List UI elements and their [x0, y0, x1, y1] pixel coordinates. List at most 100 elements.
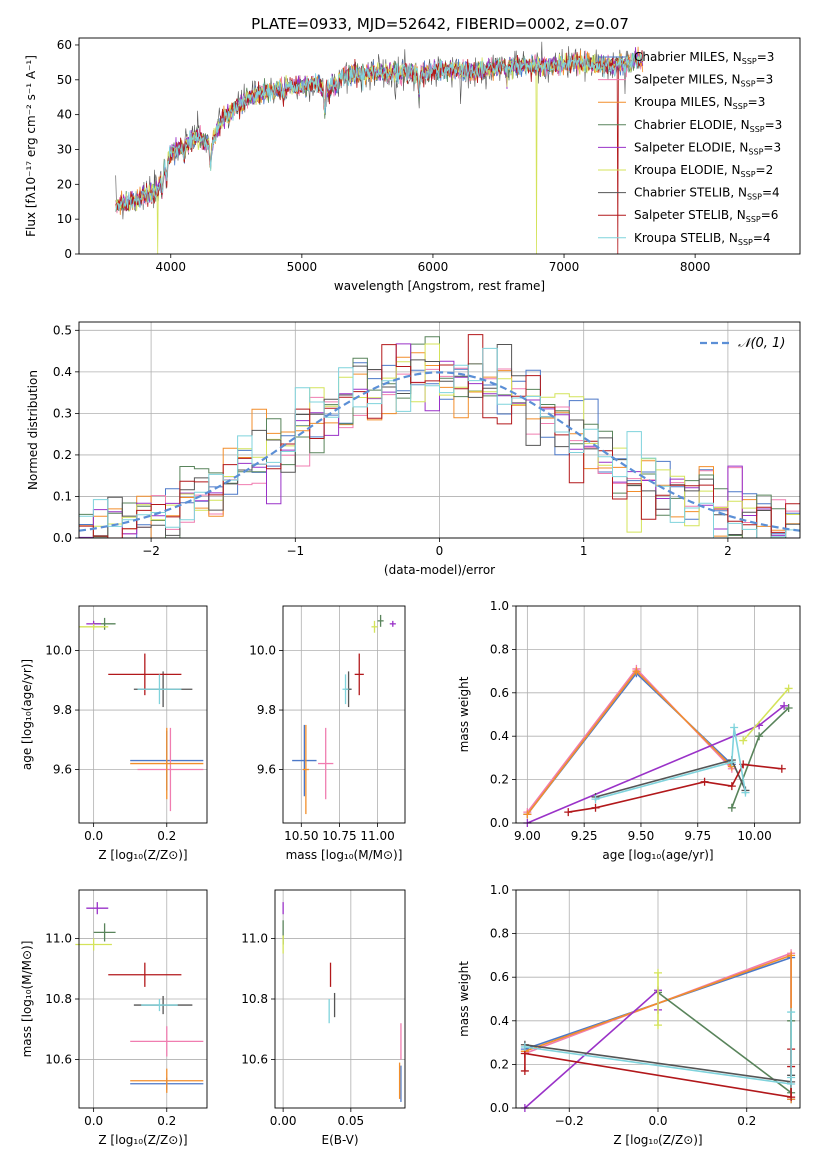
massweight_vs_age-axes: 9.00 9.25 9.50 9.75 10.00 0.0 0.2 0.4 0.6 0.8 1.0 a… [457, 599, 800, 862]
weight-marker [730, 723, 739, 732]
x-axis-label: Z [log₁₀(Z/Z⊙)] [98, 848, 187, 862]
age_vs_Z-frame [78, 605, 208, 824]
panels: 4000 5000 6000 7000 80000102030405060wavelen… [20, 37, 801, 1147]
residuals-plot [79, 334, 800, 538]
y-tick-label: 11.0 [241, 931, 268, 945]
weight-line [731, 707, 790, 809]
legend-label: Chabrier MILES, NSSP=3 [634, 50, 774, 66]
x-tick-label: 0 [436, 544, 444, 558]
x-tick-label: 7000 [549, 260, 580, 274]
y-tick-label: 0.2 [490, 773, 509, 787]
weight-marker [784, 703, 793, 712]
y-tick-label: 10.6 [45, 1053, 72, 1067]
legend-label: Kroupa STELIB, NSSP=4 [634, 231, 771, 247]
x-tick-label: 6000 [418, 260, 449, 274]
x-tick-label: 10.75 [322, 829, 356, 843]
x-tick-label: 5000 [287, 260, 318, 274]
y-tick-label: 1.0 [490, 883, 509, 897]
spectrum-line [115, 52, 644, 212]
x-tick-label: 10.00 [737, 829, 771, 843]
y-tick-label: 0.3 [53, 406, 72, 420]
spectrum-line [115, 50, 644, 254]
x-tick-label: 0.0 [84, 829, 103, 843]
mass_vs_EBV-axes: 0.00 0.05 10.6 10.8 11.0 E(B-V) [241, 890, 405, 1147]
age_vs_mass-frame [282, 605, 406, 824]
mass_vs_Z-plot [75, 902, 204, 1093]
x-tick-label: 2 [724, 544, 732, 558]
spectrum-legend: Chabrier MILES, NSSP=3 Salpeter MILES, NS… [598, 50, 782, 247]
y-tick-label: 40 [57, 108, 72, 122]
massweight_vs_age-plot [523, 664, 793, 827]
mass_vs_Z-frame [78, 889, 208, 1109]
x-tick-label: 0.0 [84, 1114, 103, 1128]
y-tick-label: 9.6 [257, 762, 276, 776]
weight-marker [784, 684, 793, 693]
y-axis-label: mass weight [457, 961, 471, 1037]
weight-marker [591, 803, 600, 812]
mass_vs_Z-axes: 0.0 0.2 10.6 10.8 11.0 Z [log₁₀(Z/Z⊙)] mass [l… [20, 890, 207, 1147]
weight-marker [654, 968, 662, 977]
weight-marker [787, 951, 796, 960]
legend-label: Kroupa ELODIE, NSSP=2 [634, 163, 773, 179]
y-tick-label: 1.0 [490, 599, 509, 613]
y-tick-label: 20 [57, 177, 72, 191]
y-tick-label: 0.0 [53, 531, 72, 545]
age_vs_Z-plot [79, 617, 204, 812]
y-tick-label: 0.2 [53, 448, 72, 462]
weight-marker [741, 788, 750, 797]
x-tick-label: 10.50 [284, 829, 318, 843]
y-axis-label: age [log₁₀(age/yr)] [20, 659, 34, 770]
spectrum-axes: 4000 5000 6000 7000 8000 0 10 20 30 40 50 60 wavelen… [24, 38, 710, 293]
x-axis-label: (data-model)/error [384, 563, 495, 577]
weight-line [568, 763, 782, 813]
weight-marker [654, 1021, 662, 1030]
x-axis-label: wavelength [Angstrom, rest frame] [334, 279, 545, 293]
weight-marker [520, 1066, 529, 1075]
mass_vs_EBV-plot [282, 902, 402, 1102]
weight-line [524, 1012, 792, 1085]
y-tick-label: 30 [57, 142, 72, 156]
y-tick-label: 50 [57, 73, 72, 87]
x-tick-label: 0.2 [157, 829, 176, 843]
y-tick-label: 0.6 [490, 970, 509, 984]
spectrum-frame [78, 37, 801, 255]
x-tick-label: 11.00 [360, 829, 394, 843]
age_vs_mass-plot [292, 614, 396, 815]
y-tick-label: 10.6 [241, 1053, 268, 1067]
x-tick-label: −0.2 [555, 1114, 584, 1128]
massweight_vs_Z-axes: −0.2 0.0 0.2 0.0 0.2 0.4 0.6 0.8 1.0 Z [log₁₀(Z/Z… [457, 883, 800, 1147]
weight-marker [523, 810, 532, 819]
x-axis-label: age [log₁₀(age/yr)] [602, 848, 713, 862]
y-tick-label: 0.1 [53, 489, 72, 503]
x-axis-label: mass [log₁₀(M/M⊙)] [286, 848, 403, 862]
normal-legend-label: 𝒩(0, 1) [738, 336, 785, 351]
y-axis-label: mass weight [457, 676, 471, 752]
y-tick-label: 60 [57, 38, 72, 52]
y-tick-label: 0.5 [53, 323, 72, 337]
weight-marker [727, 758, 736, 767]
y-axis-label: Normed distribution [26, 370, 40, 490]
mass_vs_EBV-frame [274, 889, 406, 1109]
weight-marker [632, 667, 641, 676]
y-tick-label: 10 [57, 212, 72, 226]
normal-curve [79, 371, 800, 532]
y-tick-label: 0.8 [490, 642, 509, 656]
y-axis-label: mass [log₁₀(M/M⊙)] [20, 941, 34, 1058]
y-tick-label: 9.8 [53, 703, 72, 717]
weight-marker [739, 736, 748, 745]
legend-label: Salpeter ELODIE, NSSP=3 [634, 140, 781, 156]
x-tick-label: 0.0 [648, 1114, 667, 1128]
x-axis-label: Z [log₁₀(Z/Z⊙)] [98, 1133, 187, 1147]
legend-label: Chabrier STELIB, NSSP=4 [634, 186, 780, 202]
x-axis-label: E(B-V) [321, 1133, 358, 1147]
y-tick-label: 0.4 [490, 1014, 509, 1028]
residual-histogram [79, 347, 800, 538]
massweight_vs_Z-plot [520, 949, 796, 1112]
weight-marker [520, 1042, 529, 1051]
spectrum-line [115, 52, 644, 254]
x-tick-label: 0.00 [270, 1114, 297, 1128]
residuals-axes: −2 −1 0 1 2 0.0 0.1 0.2 0.3 0.4 0.5 (data-model)/er… [26, 322, 800, 577]
figure-title: PLATE=0933, MJD=52642, FIBERID=0002, z=0… [251, 15, 629, 33]
massweight_vs_Z-frame [515, 889, 801, 1109]
weight-marker [755, 732, 764, 741]
